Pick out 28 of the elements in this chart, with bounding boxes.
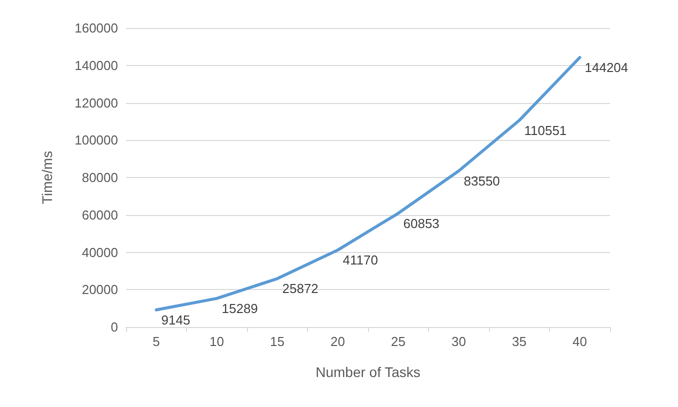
x-tick-label: 30 bbox=[452, 334, 466, 349]
y-tick-label: 20000 bbox=[82, 282, 118, 298]
y-tick-label: 60000 bbox=[82, 207, 118, 222]
data-label: 41170 bbox=[342, 252, 378, 268]
x-tick-label: 25 bbox=[391, 334, 406, 349]
y-tick-label: 0 bbox=[110, 320, 118, 334]
y-axis-title: Time/ms bbox=[39, 150, 55, 204]
data-label: 110551 bbox=[524, 122, 567, 138]
y-tick-label: 160000 bbox=[74, 20, 118, 36]
y-tick-label: 40000 bbox=[82, 244, 118, 260]
y-tick-label: 80000 bbox=[82, 170, 118, 185]
x-tick-label: 5 bbox=[152, 334, 160, 349]
y-tick-label: 140000 bbox=[74, 58, 118, 73]
data-label: 60853 bbox=[403, 216, 440, 231]
data-label: 9145 bbox=[161, 312, 190, 328]
data-label: 144204 bbox=[584, 60, 628, 76]
y-tick-label: 100000 bbox=[74, 132, 118, 148]
x-tick-label: 35 bbox=[512, 334, 526, 349]
data-label: 83550 bbox=[464, 173, 500, 188]
data-label: 15289 bbox=[222, 300, 258, 316]
x-tick-label: 20 bbox=[330, 334, 345, 349]
data-label: 25872 bbox=[282, 281, 318, 296]
x-tick-label: 15 bbox=[270, 334, 284, 349]
x-tick-label: 40 bbox=[572, 334, 587, 349]
x-tick-label: 10 bbox=[210, 334, 224, 349]
y-tick-label: 120000 bbox=[74, 95, 118, 110]
x-axis-title: Number of Tasks bbox=[316, 364, 420, 380]
line-series bbox=[154, 56, 582, 312]
